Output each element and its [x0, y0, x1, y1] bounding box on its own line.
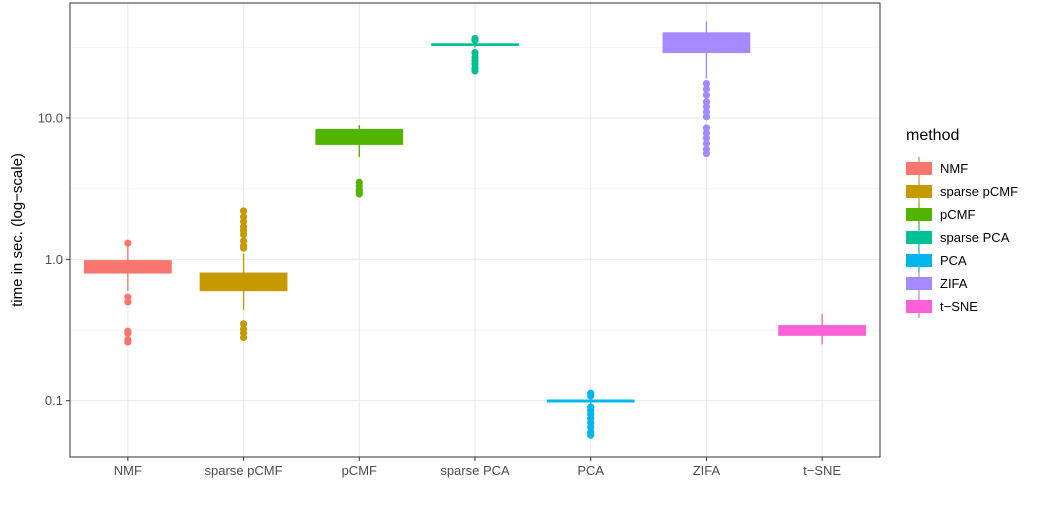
outlier-point [702, 79, 711, 88]
boxplot [778, 314, 867, 345]
box-iqr [662, 32, 751, 54]
boxplot [431, 34, 519, 75]
outlier-point [702, 139, 711, 148]
x-tick-label: NMF [114, 463, 142, 478]
legend-label: PCA [940, 253, 967, 268]
x-tick-label: pCMF [342, 463, 377, 478]
x-tick-label: ZIFA [693, 463, 721, 478]
boxplots [83, 21, 867, 439]
legend-item: sparse pCMF [906, 180, 1018, 203]
boxplot [315, 125, 404, 198]
outlier-point [239, 244, 248, 252]
outlier-point [355, 190, 363, 198]
outlier-point [239, 320, 248, 328]
outlier-point [702, 91, 711, 99]
x-tick-label: PCA [577, 463, 604, 478]
legend-item: PCA [906, 249, 967, 272]
x-tick-label: sparse pCMF [205, 463, 283, 478]
boxplot [662, 21, 751, 158]
outlier-point [587, 392, 595, 400]
legend-label: sparse PCA [940, 230, 1010, 245]
boxplot [83, 239, 172, 346]
outlier-point [702, 149, 711, 158]
legend-label: NMF [940, 161, 968, 176]
y-tick-label: 1.0 [45, 252, 63, 267]
outlier-point [239, 333, 248, 342]
legend-key [906, 231, 932, 244]
outlier-point [239, 230, 248, 239]
legend-label: ZIFA [940, 276, 968, 291]
plot-panel [69, 2, 881, 458]
legend-item: sparse PCA [906, 226, 1010, 249]
y-axis-title: time in sec. (log−scale) [9, 153, 26, 307]
legend-key [906, 162, 932, 175]
boxplot [546, 389, 635, 439]
legend: method NMF sparse pCMF pCMF sparse PCA PCA ZI… [906, 127, 1018, 318]
legend-item: t−SNE [906, 295, 978, 318]
legend-key [906, 254, 932, 267]
x-tick-label: t−SNE [803, 463, 841, 478]
outlier-point [702, 124, 711, 132]
outlier-point [702, 134, 711, 142]
y-axis: 0.1 1.0 10.0 [38, 110, 70, 408]
outlier-point [124, 239, 132, 247]
boxplot [199, 207, 288, 342]
outlier-point [702, 103, 711, 111]
outlier-point [239, 217, 248, 226]
outlier-point [124, 298, 132, 306]
outlier-point [124, 338, 132, 346]
legend-key [906, 208, 932, 221]
y-tick-label: 10.0 [38, 110, 63, 125]
legend-item: NMF [906, 157, 968, 180]
outlier-point [471, 36, 479, 44]
legend-items: NMF sparse pCMF pCMF sparse PCA PCA ZIFA t−SNE [906, 157, 1018, 318]
legend-label: t−SNE [940, 299, 978, 314]
legend-item: ZIFA [906, 272, 968, 295]
outlier-point [124, 329, 132, 337]
legend-key [906, 300, 932, 313]
legend-item: pCMF [906, 203, 975, 226]
outlier-point [702, 85, 711, 93]
legend-key [906, 185, 932, 198]
legend-label: pCMF [940, 207, 975, 222]
x-tick-label: sparse PCA [440, 463, 510, 478]
outlier-point [471, 67, 479, 75]
outlier-point [702, 113, 711, 121]
legend-key [906, 277, 932, 290]
legend-label: sparse pCMF [940, 184, 1018, 199]
outlier-point [587, 431, 595, 439]
x-axis: NMF sparse pCMF pCMF sparse PCA PCA ZIFA t−SNE [114, 457, 841, 478]
legend-title: method [906, 127, 959, 144]
y-tick-label: 0.1 [45, 393, 63, 408]
outlier-point [239, 207, 248, 215]
